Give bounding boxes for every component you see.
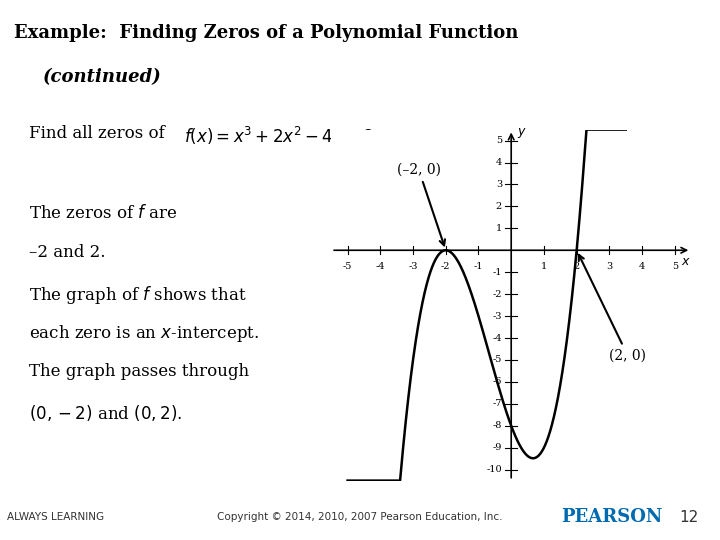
Text: 3: 3 [606, 262, 613, 271]
Text: Copyright © 2014, 2010, 2007 Pearson Education, Inc.: Copyright © 2014, 2010, 2007 Pearson Edu… [217, 512, 503, 522]
Text: -9: -9 [492, 443, 502, 452]
Text: Example:  Finding Zeros of a Polynomial Function: Example: Finding Zeros of a Polynomial F… [14, 24, 519, 42]
Text: -4: -4 [376, 262, 385, 271]
Text: -8: -8 [492, 421, 502, 430]
Text: 2: 2 [496, 202, 502, 211]
Text: The zeros of $f$ are: The zeros of $f$ are [29, 204, 178, 222]
Text: -3: -3 [492, 312, 502, 321]
Text: -4: -4 [492, 334, 502, 342]
Text: 1: 1 [541, 262, 547, 271]
Text: -6: -6 [492, 377, 502, 387]
Text: 2: 2 [574, 262, 580, 271]
Text: -5: -5 [492, 355, 502, 364]
Text: -2: -2 [441, 262, 451, 271]
Text: ALWAYS LEARNING: ALWAYS LEARNING [7, 512, 104, 522]
Text: PEARSON: PEARSON [562, 508, 663, 526]
Text: 5: 5 [672, 262, 678, 271]
Text: -10: -10 [487, 465, 502, 474]
Text: 5: 5 [496, 136, 502, 145]
Text: 4: 4 [639, 262, 645, 271]
Text: each zero is an $x$-intercept.: each zero is an $x$-intercept. [29, 323, 259, 345]
Text: 1: 1 [496, 224, 502, 233]
Text: -5: -5 [343, 262, 352, 271]
Text: (continued): (continued) [43, 68, 162, 86]
Text: -1: -1 [492, 268, 502, 276]
Text: (2, 0): (2, 0) [579, 255, 647, 363]
Text: -3: -3 [408, 262, 418, 271]
Text: $y$: $y$ [517, 126, 527, 140]
Text: $(0, -2)$ and $(0, 2)$.: $(0, -2)$ and $(0, 2)$. [29, 403, 182, 423]
Text: Find all zeros of: Find all zeros of [29, 125, 165, 142]
Text: The graph of $f$ shows that: The graph of $f$ shows that [29, 284, 246, 306]
Text: -7: -7 [492, 399, 502, 408]
Text: $x$: $x$ [681, 254, 691, 267]
Text: $f(x) = x^3 + 2x^2 - 4x - 8$: $f(x) = x^3 + 2x^2 - 4x - 8$ [184, 125, 374, 147]
Text: –2 and 2.: –2 and 2. [29, 244, 105, 261]
Text: (–2, 0): (–2, 0) [397, 163, 445, 245]
Text: The graph passes through: The graph passes through [29, 363, 249, 380]
Text: 12: 12 [679, 510, 698, 524]
Text: -1: -1 [474, 262, 483, 271]
Text: 4: 4 [496, 158, 502, 167]
Text: 3: 3 [496, 180, 502, 189]
Text: -2: -2 [492, 289, 502, 299]
